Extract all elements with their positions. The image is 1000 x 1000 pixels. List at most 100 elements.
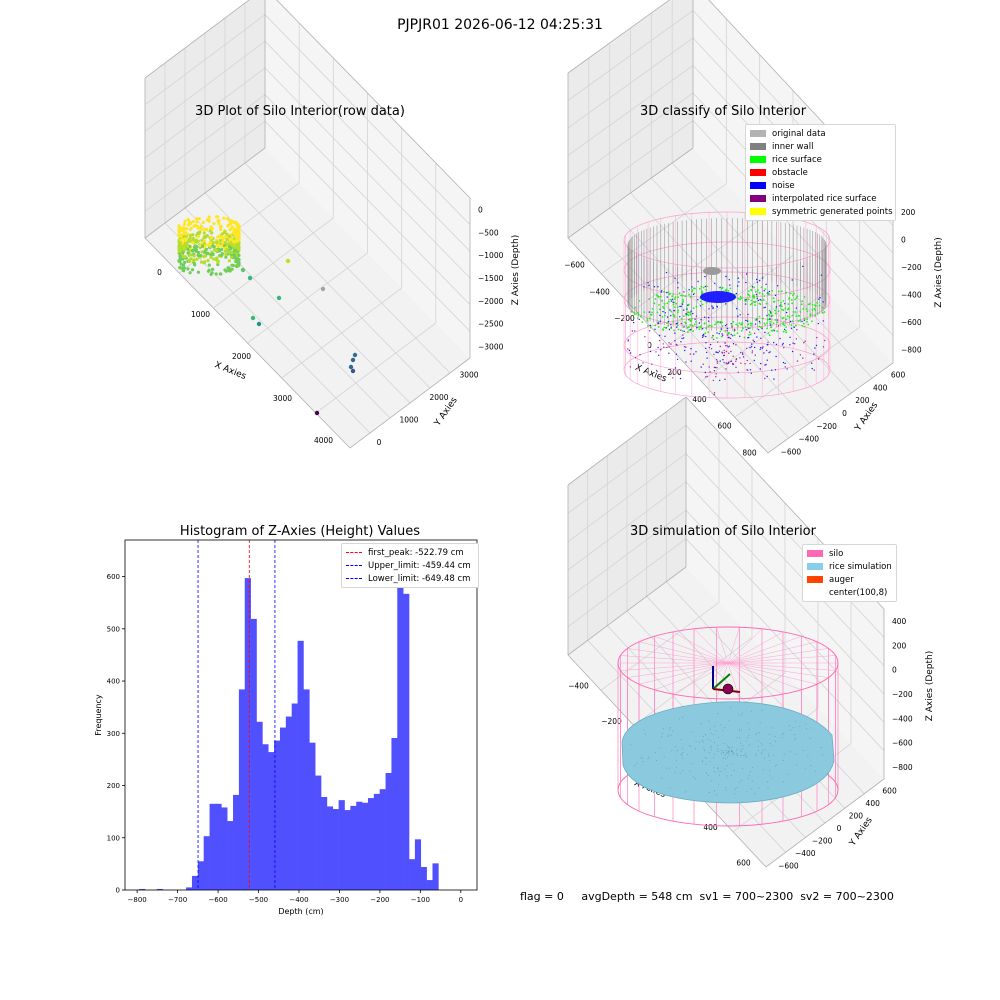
data-point — [206, 269, 210, 273]
noise-point — [712, 306, 714, 309]
rice-mesh-point — [794, 734, 796, 735]
rice-surface-point — [780, 290, 783, 293]
noise-point — [742, 356, 745, 358]
noise-point — [673, 309, 675, 312]
rice-mesh-point — [788, 725, 790, 727]
data-point — [194, 223, 198, 227]
data-point — [217, 243, 221, 247]
x-tick-label: 400 — [703, 823, 718, 832]
legend-label: center(100,8) — [829, 587, 888, 598]
noise-point — [822, 320, 824, 322]
noise-point — [677, 287, 679, 289]
rice-mesh-point — [741, 779, 743, 781]
noise-point — [758, 320, 761, 323]
silo-wire — [620, 662, 729, 671]
noise-point — [766, 375, 768, 378]
noise-point — [724, 324, 727, 327]
silo-wire — [672, 631, 729, 664]
plot-histogram: −800 −700 −600 −500 −400 −300 −200 −100 0 0 100 200… — [94, 539, 478, 916]
x-tick-label: 0 — [157, 268, 162, 277]
silo-wire — [727, 662, 829, 678]
silo-wire — [672, 662, 729, 695]
rice-surface-point — [698, 326, 700, 328]
data-point — [192, 245, 196, 249]
interpolated-point — [695, 315, 698, 317]
rice-surface-point — [782, 330, 785, 333]
noise-point — [779, 337, 781, 340]
data-point — [217, 221, 221, 225]
rice-surface-point — [783, 324, 786, 327]
rice-mesh-point — [792, 727, 794, 729]
interpolated-point — [634, 357, 637, 359]
rice-surface-point — [794, 298, 797, 301]
noise-point — [649, 350, 652, 353]
rice-surface-point — [768, 313, 770, 316]
rice-surface-point — [641, 321, 644, 323]
rice-mesh-point — [730, 774, 732, 776]
noise-point — [627, 340, 629, 342]
interpolated-point — [783, 347, 785, 349]
interpolated-point — [651, 363, 653, 365]
noise-point — [662, 310, 664, 313]
rice-mesh-point — [755, 733, 757, 735]
noise-point — [688, 289, 690, 291]
data-point — [193, 248, 197, 252]
rice-surface-point — [681, 294, 684, 297]
interpolated-point — [728, 345, 731, 347]
rice-surface-point — [663, 303, 666, 305]
noise-point — [638, 318, 640, 321]
rice-mesh-point — [745, 740, 747, 742]
rice-surface-point — [809, 314, 812, 317]
noise-point — [708, 308, 710, 310]
silo-wire — [727, 631, 784, 664]
y-tick-label: 2000 — [429, 393, 448, 402]
rice-surface-point — [676, 311, 679, 314]
rice-surface-point — [683, 315, 685, 318]
rice-mesh-point — [726, 752, 728, 754]
interpolated-point — [732, 362, 734, 365]
interpolated-point — [746, 347, 748, 350]
data-point — [209, 272, 213, 276]
data-point — [231, 225, 235, 229]
interpolated-point — [713, 366, 715, 368]
rice-mesh-point — [738, 714, 740, 715]
noise-point — [683, 291, 685, 293]
interpolated-point — [709, 371, 711, 373]
interpolated-point — [703, 335, 705, 337]
noise-point — [760, 362, 762, 365]
rice-mesh-point — [674, 745, 676, 747]
rice-surface-point — [690, 319, 693, 322]
rice-surface-point — [760, 326, 762, 329]
rice-surface-point — [667, 291, 670, 293]
noise-point — [775, 355, 777, 358]
histogram-bar — [279, 727, 287, 890]
noise-point — [714, 282, 716, 285]
noise-point — [760, 337, 762, 339]
rice-surface-point — [672, 293, 675, 295]
rice-mesh-point — [757, 740, 759, 742]
rice-surface-point — [707, 331, 710, 333]
data-point — [182, 226, 186, 230]
rice-surface-point — [789, 292, 792, 295]
rice-surface-point — [633, 311, 635, 314]
interpolated-point — [735, 344, 737, 346]
noise-point — [666, 316, 669, 318]
histogram-bar — [385, 772, 392, 890]
rice-surface-point — [684, 295, 687, 298]
rice-mesh-point — [727, 751, 729, 753]
rice-mesh-point — [762, 769, 764, 771]
rice-mesh-point — [713, 757, 715, 759]
interpolated-point — [728, 361, 730, 363]
rice-mesh-point — [716, 748, 718, 750]
y-tick-label: 600 — [107, 573, 120, 581]
histogram-bar — [291, 703, 298, 890]
rice-surface-point — [821, 312, 824, 314]
data-point — [236, 243, 240, 247]
interpolated-point — [702, 363, 704, 365]
rice-surface-point — [719, 330, 722, 333]
y-tick-label: 200 — [849, 811, 864, 820]
rice-surface-point — [806, 310, 809, 313]
rice-surface-point — [764, 288, 767, 291]
